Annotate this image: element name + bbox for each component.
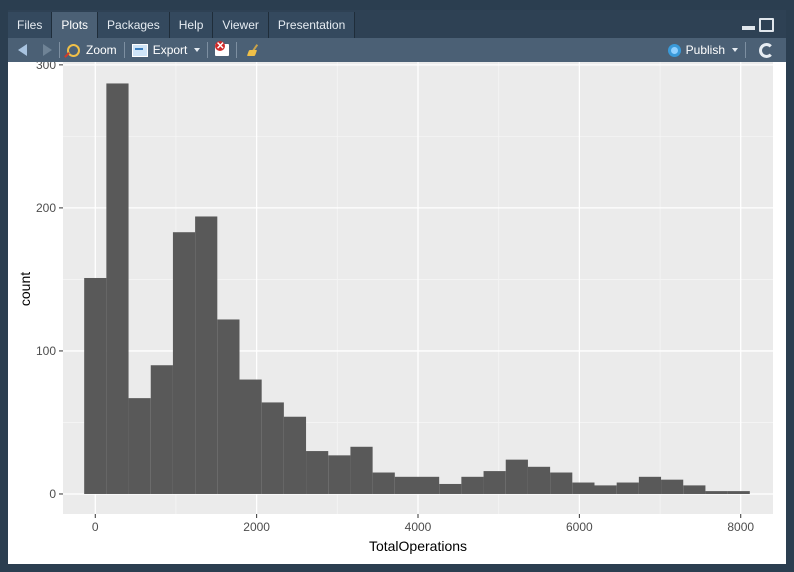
histogram-bar: [727, 491, 750, 494]
x-tick-label: 8000: [727, 520, 754, 534]
tab-packages[interactable]: Packages: [98, 12, 170, 38]
plots-toolbar: Zoom Export Publish: [8, 38, 786, 62]
y-axis-title: count: [17, 272, 33, 306]
histogram-bar: [306, 451, 329, 494]
histogram-bar: [394, 476, 417, 494]
zoom-label: Zoom: [86, 43, 117, 57]
histogram-bar: [328, 455, 351, 494]
export-icon: [131, 43, 148, 57]
export-label: Export: [152, 43, 188, 57]
histogram-bar: [572, 482, 595, 494]
histogram-bar: [261, 402, 284, 494]
histogram-bar: [172, 232, 196, 494]
tab-presentation[interactable]: Presentation: [268, 12, 356, 38]
histogram-bar: [283, 416, 307, 494]
refresh-button[interactable]: [749, 39, 786, 61]
x-tick-label: 2000: [243, 520, 270, 534]
plot-viewer: 0 100 200 300 0 2000 4000 6000 8000 TotalOperat…: [8, 58, 786, 564]
publish-label: Publish: [685, 43, 725, 57]
refresh-icon: [759, 42, 774, 58]
histogram-bar: [594, 485, 617, 494]
histogram-bar: [350, 446, 373, 494]
broom-icon: [248, 44, 260, 56]
histogram-bar: [683, 485, 706, 494]
histogram-bar: [638, 476, 662, 494]
clear-plots-button[interactable]: [240, 39, 264, 61]
minimize-icon[interactable]: [742, 26, 755, 30]
histogram-bar: [106, 83, 129, 494]
tab-files[interactable]: Files: [8, 12, 53, 38]
histogram-bar: [616, 482, 639, 494]
back-arrow-icon: [18, 44, 27, 56]
pane-window-controls: [742, 18, 774, 32]
remove-plot-icon: [215, 41, 230, 56]
toolbar-divider: [123, 42, 125, 58]
toolbar-divider: [745, 42, 746, 58]
histogram-bars: [84, 83, 750, 494]
histogram-bar: [217, 319, 240, 494]
histogram-bar: [128, 398, 151, 494]
remove-plot-button[interactable]: [211, 39, 233, 61]
histogram-bar: [483, 471, 506, 494]
tab-help[interactable]: Help: [169, 12, 214, 38]
y-tick-label: 200: [36, 201, 56, 215]
histogram-bar: [439, 483, 462, 494]
histogram-bar: [84, 277, 107, 494]
chevron-down-icon: [732, 48, 738, 52]
histogram-bar: [550, 472, 573, 494]
histogram-bar: [661, 479, 684, 494]
tab-plots[interactable]: Plots: [52, 12, 99, 38]
histogram-bar: [372, 472, 395, 494]
forward-button[interactable]: [31, 39, 56, 61]
publish-icon: [667, 43, 681, 57]
y-tick-label: 0: [49, 487, 56, 501]
pane-tab-bar: Files Plots Packages Help Viewer Present…: [8, 10, 786, 38]
histogram-bar: [150, 365, 173, 494]
back-button[interactable]: [8, 39, 31, 61]
toolbar-divider: [207, 42, 209, 58]
histogram-bar: [416, 476, 440, 494]
histogram-bar: [239, 379, 262, 494]
toolbar-divider: [236, 42, 238, 58]
y-tick-label: 300: [36, 62, 56, 72]
histogram-bar: [505, 459, 528, 494]
x-tick-label: 6000: [566, 520, 593, 534]
histogram-bar: [705, 491, 728, 494]
forward-arrow-icon: [43, 44, 52, 56]
chevron-down-icon: [194, 48, 201, 52]
tab-viewer[interactable]: Viewer: [213, 12, 269, 38]
histogram-bar: [195, 216, 218, 494]
x-axis: 0 2000 4000 6000 8000: [92, 514, 754, 534]
y-axis: 0 100 200 300: [36, 58, 63, 501]
export-button[interactable]: Export: [128, 39, 205, 61]
y-tick-label: 100: [36, 344, 56, 358]
histogram-chart: 0 100 200 300 0 2000 4000 6000 8000 TotalOperat…: [17, 58, 773, 554]
toolbar-divider: [59, 42, 60, 58]
x-tick-label: 4000: [405, 520, 432, 534]
zoom-button[interactable]: Zoom: [63, 39, 121, 61]
maximize-icon[interactable]: [759, 18, 774, 32]
histogram-bar: [527, 466, 551, 494]
publish-button[interactable]: Publish: [664, 39, 742, 61]
zoom-icon: [67, 43, 80, 57]
x-axis-title: TotalOperations: [369, 538, 467, 554]
histogram-bar: [461, 476, 484, 494]
x-tick-label: 0: [92, 520, 99, 534]
